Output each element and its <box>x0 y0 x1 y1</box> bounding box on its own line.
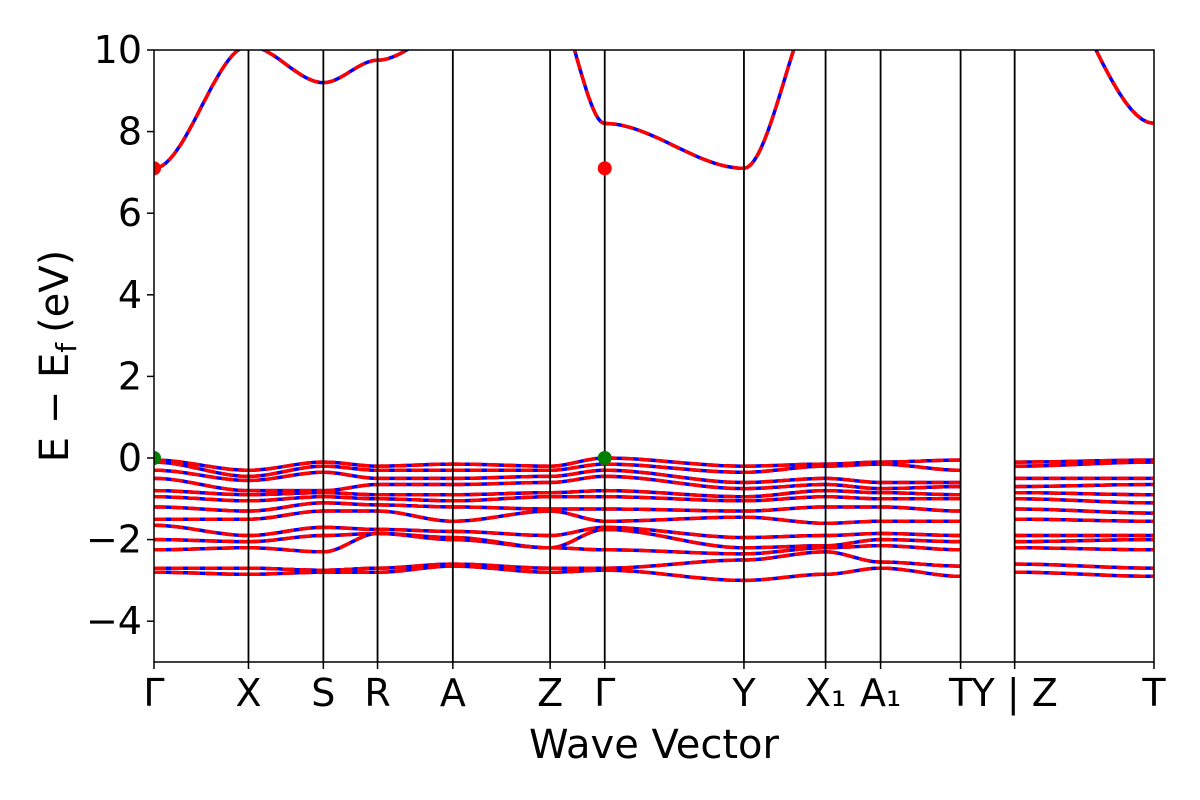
high-symmetry-lines <box>247 50 1016 662</box>
x-tick-label: A₁ <box>860 671 901 715</box>
y-tick-label: 0 <box>118 436 142 480</box>
y-axis-label-subscript: f <box>50 342 83 353</box>
x-tick-label: A <box>440 671 466 715</box>
y-axis-label-unit: (eV) <box>32 250 78 333</box>
bands-layer <box>154 50 1154 583</box>
x-tick-label: Γ <box>594 671 615 715</box>
valence-band-12-spin-down-line <box>154 550 1154 572</box>
y-axis-label-main: E − E <box>32 353 78 463</box>
valence-band-5-spin-down-line <box>154 488 1154 499</box>
y-tick-label: −2 <box>86 518 142 562</box>
valence-band-7-spin-down-line <box>154 501 1154 515</box>
valence-band-3-spin-down-line <box>154 468 1154 485</box>
valence-band-4-spin-down-line <box>154 474 1154 493</box>
y-tick-label: 4 <box>118 273 142 317</box>
conduction-band-1-spin-down-line <box>154 50 1154 171</box>
x-tick-label: T <box>1141 671 1166 715</box>
x-tick-label: T <box>948 671 973 715</box>
y-axis-ticks: 10 8 6 4 2 0 −2 −4 <box>86 28 154 643</box>
y-tick-label: 10 <box>94 28 142 72</box>
x-tick-label: R <box>364 671 390 715</box>
x-tick-label: Y <box>731 671 756 715</box>
plot-frame <box>153 49 1155 663</box>
vbm-marker-2 <box>597 451 612 465</box>
valence-band-6-spin-down-line <box>154 495 1154 505</box>
x-tick-label: S <box>311 671 335 715</box>
x-tick-label: X₁ <box>805 671 846 715</box>
valence-band-11-spin-down-line <box>154 531 1154 556</box>
y-tick-label: 2 <box>118 354 142 398</box>
valence-band-13-spin-down-line <box>154 564 1154 583</box>
valence-band-9-spin-down-line <box>154 523 1154 540</box>
cbm-marker-2 <box>597 161 612 176</box>
x-axis-label: Wave Vector <box>529 722 780 768</box>
x-tick-label: Z <box>537 671 563 715</box>
valence-band-8-spin-down-line <box>154 509 1154 526</box>
cbm-marker-1 <box>154 161 161 176</box>
valence-band-10-spin-up-line <box>154 527 1154 550</box>
valence-band-12-spin-up-line <box>154 550 1154 572</box>
y-tick-label: 6 <box>118 191 142 235</box>
y-axis-label: E − Ef (eV) <box>32 250 83 463</box>
y-tick-label: 8 <box>118 110 142 154</box>
valence-band-10-spin-down-line <box>154 527 1154 550</box>
y-tick-label: −4 <box>86 599 142 643</box>
x-tick-label: Y | Z <box>971 671 1058 716</box>
band-extrema-markers <box>154 161 612 465</box>
valence-band-1-spin-down-line <box>154 456 1154 472</box>
valence-band-4-spin-up-line <box>154 474 1154 493</box>
x-tick-label: X <box>235 671 261 715</box>
x-tick-label: Γ <box>143 671 164 715</box>
valence-band-2-spin-down-line <box>154 460 1154 479</box>
vbm-marker-1 <box>154 451 161 465</box>
conduction-band-1-spin-up-line <box>154 50 1154 171</box>
